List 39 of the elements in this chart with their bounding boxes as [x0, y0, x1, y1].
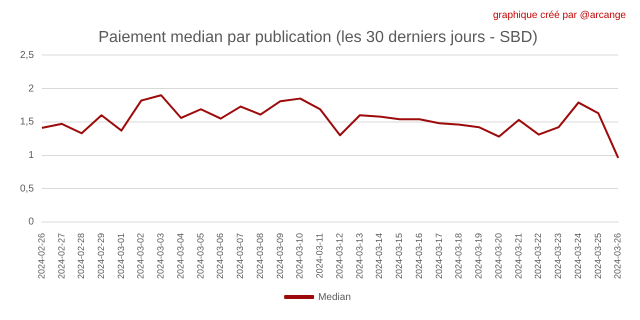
x-tick-label: 2024-03-02 [136, 232, 146, 280]
x-tick-label: 2024-03-21 [513, 232, 524, 280]
x-tick-label: 2024-03-18 [454, 232, 464, 280]
x-tick-label: 2024-03-26 [612, 232, 623, 280]
y-tick-label: 2,5 [20, 50, 34, 61]
y-tick-label: 0 [28, 216, 34, 228]
x-tick-label: 2024-03-14 [374, 232, 384, 280]
x-tick-label: 2024-02-27 [56, 232, 66, 280]
x-tick-label: 2024-03-06 [215, 232, 226, 280]
x-tick-label: 2024-03-04 [175, 232, 186, 280]
x-tick-label: 2024-03-10 [294, 232, 305, 280]
x-tick-label: 2024-03-11 [314, 232, 325, 278]
x-tick-label: 2024-03-09 [274, 232, 285, 280]
chart-title: Paiement median par publication (les 30 derniers jours - SBD) [98, 29, 538, 46]
x-tick-label: 2024-02-28 [76, 232, 86, 280]
x-tick-label: 2024-03-03 [156, 232, 166, 280]
x-tick-label: 2024-03-25 [592, 232, 603, 280]
x-tick-label: 2024-03-15 [394, 232, 404, 280]
x-tick-label: 2024-02-29 [96, 232, 106, 280]
y-tick-label: 1 [28, 150, 34, 162]
x-tick-label: 2024-03-13 [354, 232, 364, 280]
x-tick-label: 2024-03-05 [195, 232, 206, 280]
x-tick-label: 2024-03-01 [116, 232, 126, 280]
y-tick-label: 2 [28, 83, 34, 94]
text: graphique créé par @arcange [492, 10, 626, 21]
x-tick-label: 2024-03-12 [334, 232, 344, 280]
x-tick-label: 2024-03-23 [553, 232, 564, 280]
x-tick-label: 2024-03-16 [414, 232, 424, 280]
x-tick-label: 2024-03-08 [254, 232, 265, 280]
y-tick-label: 0,5 [20, 183, 34, 194]
x-tick-label: 2024-03-17 [434, 232, 444, 280]
x-tick-label: 2024-03-19 [474, 232, 484, 280]
legend-label: Median [318, 292, 351, 303]
y-tick-label: 1,5 [20, 116, 34, 128]
x-tick-label: 2024-03-20 [493, 232, 504, 280]
x-tick-label: 2024-03-24 [572, 232, 583, 280]
x-tick-label: 2024-02-26 [36, 232, 46, 280]
x-tick-label: 2024-03-07 [235, 232, 246, 280]
x-tick-label: 2024-03-22 [533, 232, 544, 280]
